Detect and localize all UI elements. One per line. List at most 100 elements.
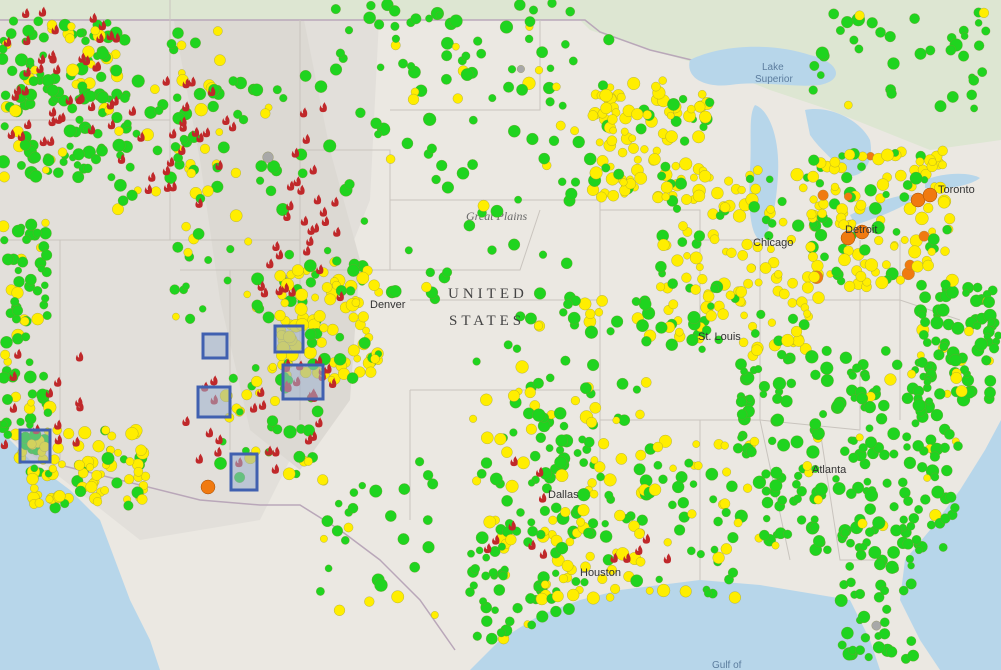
green-station-marker[interactable] [524,34,534,44]
green-station-marker[interactable] [255,160,268,172]
fire-icon[interactable] [37,53,46,64]
green-station-marker[interactable] [17,256,29,268]
yellow-station-marker[interactable] [9,104,22,117]
green-station-marker[interactable] [480,457,493,469]
green-station-marker[interactable] [882,604,892,614]
green-station-marker[interactable] [761,496,774,509]
fire-icon[interactable] [214,446,222,457]
yellow-station-marker[interactable] [808,271,820,283]
yellow-station-marker[interactable] [635,409,645,420]
green-station-marker[interactable] [72,171,85,184]
green-station-marker[interactable] [962,289,970,297]
green-station-marker[interactable] [545,373,555,383]
green-station-marker[interactable] [559,308,568,317]
yellow-station-marker[interactable] [844,280,856,292]
green-station-marker[interactable] [939,442,950,453]
yellow-station-marker[interactable] [743,483,753,493]
green-station-marker[interactable] [524,312,537,325]
yellow-station-marker[interactable] [324,293,337,306]
yellow-station-marker[interactable] [675,327,684,337]
green-station-marker[interactable] [96,91,109,104]
yellow-station-marker[interactable] [92,497,103,507]
yellow-station-marker[interactable] [690,284,701,295]
yellow-station-marker[interactable] [295,288,308,302]
green-station-marker[interactable] [272,424,283,435]
yellow-station-marker[interactable] [596,191,607,203]
yellow-station-marker[interactable] [580,561,591,573]
green-station-marker[interactable] [39,371,49,381]
yellow-station-marker[interactable] [634,171,648,185]
yellow-station-marker[interactable] [855,199,867,211]
green-station-marker[interactable] [987,318,996,327]
green-station-marker[interactable] [808,154,820,166]
green-station-marker[interactable] [638,297,652,311]
green-station-marker[interactable] [677,497,689,509]
yellow-station-marker[interactable] [720,441,729,450]
green-station-marker[interactable] [465,587,475,597]
yellow-station-marker[interactable] [628,520,640,532]
green-station-marker[interactable] [5,28,17,39]
drought-box-icon[interactable] [281,363,325,401]
green-station-marker[interactable] [857,162,866,172]
yellow-station-marker[interactable] [610,583,621,594]
yellow-station-marker[interactable] [934,181,947,194]
green-station-marker[interactable] [344,26,354,35]
green-station-marker[interactable] [918,310,927,319]
yellow-station-marker[interactable] [598,438,610,450]
yellow-station-marker[interactable] [817,208,827,219]
fire-icon[interactable] [275,285,283,296]
green-station-marker[interactable] [973,321,982,330]
yellow-station-marker[interactable] [606,135,618,146]
fire-icon[interactable] [46,135,55,146]
yellow-station-marker[interactable] [726,247,737,258]
yellow-station-marker[interactable] [241,389,253,401]
yellow-station-marker[interactable] [737,185,746,195]
drought-box-icon[interactable] [273,324,305,354]
yellow-station-marker[interactable] [679,585,692,598]
green-station-marker[interactable] [684,458,694,468]
green-station-marker[interactable] [761,469,771,479]
yellow-station-marker[interactable] [678,221,688,231]
green-station-marker[interactable] [668,500,677,510]
fire-icon[interactable] [272,241,280,252]
yellow-station-marker[interactable] [114,448,122,457]
yellow-station-marker[interactable] [589,489,599,499]
yellow-station-marker[interactable] [356,271,370,285]
fire-icon[interactable] [45,387,54,398]
green-station-marker[interactable] [123,500,134,511]
green-station-marker[interactable] [479,597,488,606]
yellow-station-marker[interactable] [855,433,864,442]
fire-icon[interactable] [483,543,492,554]
green-station-marker[interactable] [603,34,615,46]
yellow-station-marker[interactable] [922,259,934,272]
green-station-marker[interactable] [940,279,951,290]
green-station-marker[interactable] [835,26,845,35]
green-station-marker[interactable] [305,277,317,288]
green-station-marker[interactable] [508,238,521,251]
yellow-station-marker[interactable] [90,26,100,36]
green-station-marker[interactable] [887,427,901,441]
yellow-station-marker[interactable] [407,93,420,105]
fire-icon[interactable] [306,235,314,246]
yellow-station-marker[interactable] [668,299,679,310]
green-station-marker[interactable] [814,482,828,496]
yellow-station-marker[interactable] [938,160,947,170]
green-station-marker[interactable] [655,575,663,584]
green-station-marker[interactable] [0,155,10,169]
green-station-marker[interactable] [560,355,571,366]
fire-icon[interactable] [39,136,48,147]
yellow-station-marker[interactable] [798,183,808,193]
green-station-marker[interactable] [899,192,910,202]
green-station-marker[interactable] [906,636,917,646]
green-station-marker[interactable] [611,315,624,328]
fire-icon[interactable] [9,402,18,413]
green-station-marker[interactable] [299,70,312,82]
green-station-marker[interactable] [858,443,868,453]
yellow-station-marker[interactable] [600,102,613,115]
fire-icon[interactable] [75,94,84,105]
yellow-station-marker[interactable] [666,111,675,120]
yellow-station-marker[interactable] [452,42,460,51]
green-station-marker[interactable] [491,606,499,614]
green-station-marker[interactable] [559,421,569,431]
yellow-station-marker[interactable] [895,275,905,285]
